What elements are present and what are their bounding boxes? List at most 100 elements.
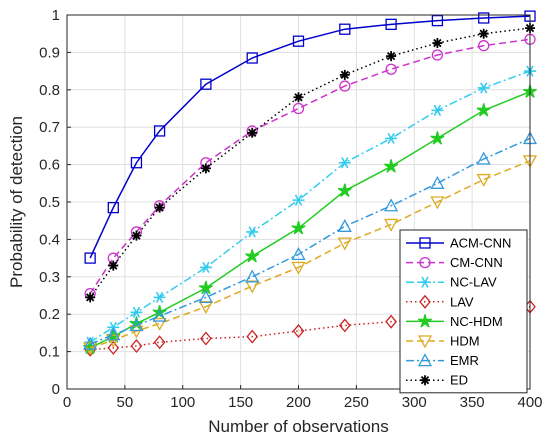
data-point bbox=[129, 318, 144, 332]
data-point bbox=[386, 51, 397, 62]
legend-entry: CM-CNN bbox=[406, 255, 503, 270]
legend-marker bbox=[420, 375, 430, 386]
series-line bbox=[89, 27, 531, 298]
legend-label: NC-HDM bbox=[450, 314, 503, 329]
y-tick-label: 0.1 bbox=[39, 344, 60, 361]
y-tick-label: 0.5 bbox=[39, 194, 60, 211]
data-point bbox=[83, 336, 98, 350]
legend-label: EMR bbox=[450, 353, 479, 368]
legend-marker bbox=[419, 294, 431, 309]
data-point bbox=[430, 131, 445, 145]
series-line bbox=[89, 160, 531, 349]
data-point bbox=[476, 173, 491, 187]
y-axis-label: Probability of detection bbox=[7, 116, 26, 288]
data-point bbox=[130, 338, 143, 354]
data-point bbox=[83, 342, 98, 356]
y-tick-label: 0.7 bbox=[39, 119, 60, 136]
x-tick-label: 300 bbox=[402, 394, 427, 411]
data-point bbox=[430, 196, 445, 210]
x-tick-label: 50 bbox=[117, 394, 134, 411]
data-point bbox=[84, 252, 96, 264]
data-point bbox=[106, 327, 121, 341]
legend-marker bbox=[419, 256, 431, 269]
series-line bbox=[89, 15, 531, 259]
y-tick-label: 0.9 bbox=[39, 44, 60, 61]
x-tick-label: 200 bbox=[286, 394, 311, 411]
data-point bbox=[107, 201, 119, 214]
x-tick-label: 100 bbox=[170, 394, 195, 411]
legend-label: ED bbox=[450, 373, 468, 388]
x-axis-label: Number of observations bbox=[208, 417, 388, 436]
y-tick-label: 0.3 bbox=[39, 269, 60, 286]
data-point bbox=[245, 249, 260, 263]
data-point bbox=[432, 38, 443, 49]
data-point bbox=[152, 317, 167, 331]
data-point bbox=[476, 103, 491, 117]
data-point bbox=[246, 329, 259, 344]
data-point bbox=[431, 14, 444, 27]
data-point bbox=[476, 151, 491, 165]
legend-label: CM-CNN bbox=[450, 255, 503, 270]
x-tick-label: 250 bbox=[344, 394, 369, 411]
y-tick-label: 0.6 bbox=[39, 157, 60, 174]
data-point bbox=[292, 194, 305, 206]
x-tick-label: 350 bbox=[460, 394, 485, 411]
data-point bbox=[200, 163, 211, 174]
data-point bbox=[153, 125, 166, 137]
data-point bbox=[293, 92, 304, 103]
legend-marker bbox=[417, 314, 433, 328]
legend-marker bbox=[417, 335, 433, 349]
y-tick-label: 1 bbox=[52, 7, 60, 24]
data-point bbox=[292, 324, 305, 339]
data-point bbox=[431, 49, 444, 61]
x-tick-label: 400 bbox=[517, 394, 542, 411]
y-tick-label: 0.8 bbox=[39, 82, 60, 99]
legend-entry: ED bbox=[406, 373, 468, 388]
data-point bbox=[292, 35, 305, 47]
data-point bbox=[337, 218, 352, 232]
data-point bbox=[478, 28, 489, 39]
data-point bbox=[108, 260, 119, 271]
y-tick-label: 0 bbox=[52, 381, 60, 398]
data-point bbox=[200, 78, 212, 90]
data-point bbox=[200, 331, 212, 346]
data-point bbox=[130, 306, 143, 318]
legend-entry: ACM-CNN bbox=[406, 236, 511, 251]
data-point bbox=[384, 159, 399, 173]
data-point bbox=[337, 237, 352, 251]
data-point bbox=[385, 314, 397, 329]
data-point bbox=[430, 175, 445, 189]
legend-entry: HDM bbox=[406, 334, 480, 349]
data-point bbox=[154, 202, 165, 213]
data-point bbox=[338, 157, 351, 169]
series-nc-lav bbox=[84, 65, 536, 348]
legend-label: HDM bbox=[450, 334, 480, 349]
data-point bbox=[478, 12, 490, 24]
data-point bbox=[384, 218, 399, 232]
data-point bbox=[107, 321, 120, 333]
data-point bbox=[130, 157, 143, 169]
series-line bbox=[89, 70, 531, 343]
data-point bbox=[198, 290, 213, 304]
legend-marker bbox=[417, 353, 433, 367]
legend-entry: NC-HDM bbox=[406, 314, 503, 329]
legend-entry: LAV bbox=[406, 294, 474, 309]
data-point bbox=[152, 305, 167, 319]
data-point bbox=[337, 183, 352, 197]
legend-label: NC-LAV bbox=[450, 275, 497, 290]
legend-entry: EMR bbox=[406, 353, 479, 368]
data-point bbox=[153, 335, 166, 350]
series-acm-cnn bbox=[84, 10, 536, 264]
data-point bbox=[477, 82, 490, 94]
data-point bbox=[153, 291, 166, 303]
legend-label: ACM-CNN bbox=[450, 236, 511, 251]
data-point bbox=[478, 40, 490, 52]
data-point bbox=[246, 226, 259, 238]
series-emr bbox=[83, 131, 538, 350]
data-point bbox=[384, 198, 399, 212]
x-tick-label: 0 bbox=[63, 394, 71, 411]
series-line bbox=[89, 137, 531, 345]
data-point bbox=[291, 221, 306, 235]
data-point bbox=[106, 334, 121, 348]
